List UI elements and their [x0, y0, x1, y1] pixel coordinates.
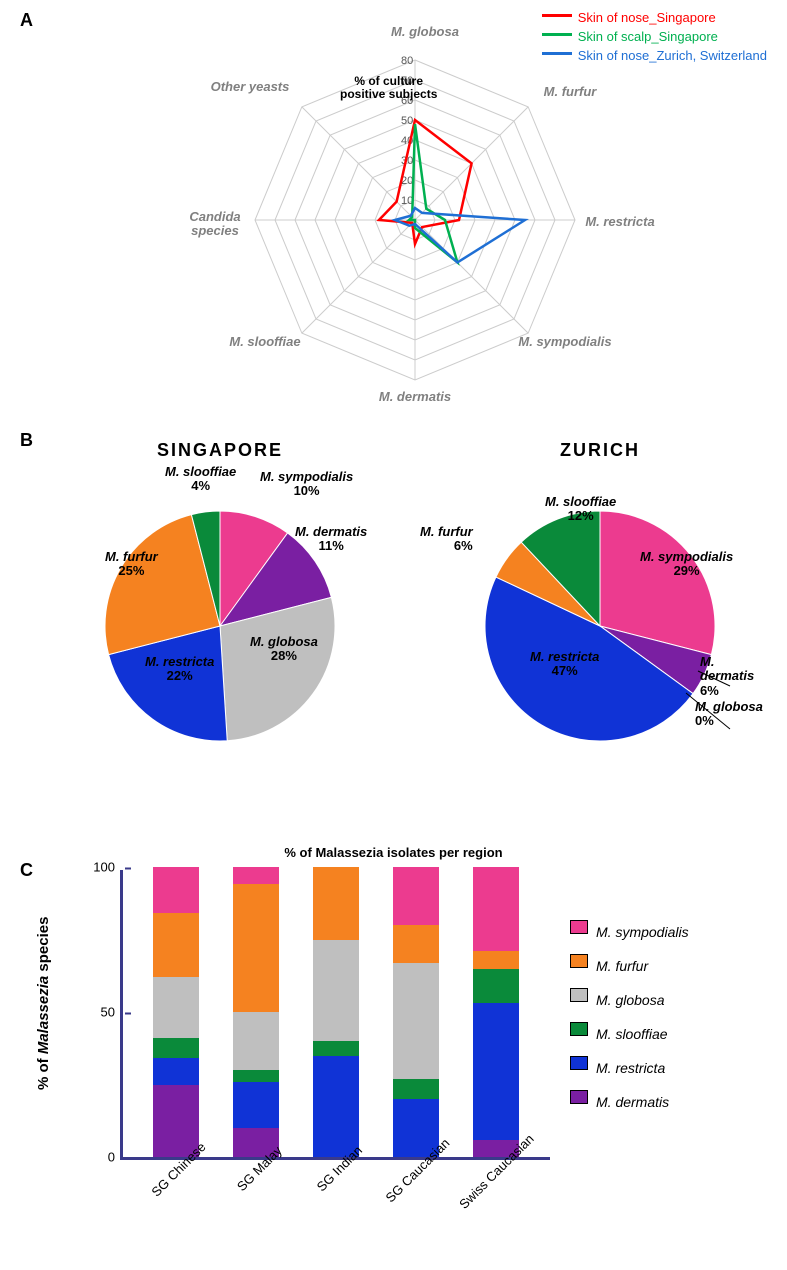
- bar-segment: [153, 1038, 199, 1058]
- bar-segment: [473, 951, 519, 968]
- svg-text:80: 80: [401, 55, 413, 67]
- svg-text:50: 50: [401, 115, 413, 127]
- pie-singapore: SINGAPORE M. sympodialis10% M. dermatis1…: [50, 440, 390, 766]
- panel-b-pies: B SINGAPORE M. sympodialis10% M. dermati…: [10, 430, 777, 860]
- bar-segment: [233, 1082, 279, 1128]
- panel-b-label: B: [20, 430, 33, 451]
- bar-segment: [393, 963, 439, 1079]
- axis-label: Other yeasts: [210, 80, 290, 94]
- stacked-bar: [233, 867, 279, 1157]
- bar-segment: [233, 1070, 279, 1082]
- legend-item: M. slooffiae: [570, 1022, 689, 1046]
- stacked-bar: [153, 867, 199, 1157]
- axis-label: M. slooffiae: [210, 335, 320, 349]
- panel-a-radar: A Skin of nose_SingaporeSkin of scalp_Si…: [10, 10, 777, 430]
- axis-label: M. sympodialis: [510, 335, 620, 349]
- bar-segment: [233, 884, 279, 1012]
- axis-label: M. restricta: [570, 215, 670, 229]
- stacked-bar: [393, 867, 439, 1157]
- stacked-bar: [473, 867, 519, 1157]
- legend-item: M. dermatis: [570, 1090, 689, 1114]
- bar-segment: [153, 977, 199, 1038]
- stacked-bar-chart: 050100SG ChineseSG MalaySG IndianSG Cauc…: [120, 870, 550, 1160]
- axis-label: M. furfur: [525, 85, 615, 99]
- panel-c-bars: C % of Malassezia species 050100SG Chine…: [10, 860, 777, 1260]
- bar-segment: [313, 867, 359, 940]
- pie-zurich-title: ZURICH: [430, 440, 770, 461]
- legend-item: M. restricta: [570, 1056, 689, 1080]
- axis-label: Candida species: [170, 210, 260, 239]
- legend-item: M. sympodialis: [570, 920, 689, 944]
- bar-segment: [233, 1012, 279, 1070]
- bar-segment: [473, 1003, 519, 1139]
- axis-label: M. globosa: [380, 25, 470, 39]
- legend-item: M. furfur: [570, 954, 689, 978]
- bar-segment: [313, 1056, 359, 1158]
- y-tick: 50: [101, 1005, 123, 1020]
- bar-segment: [393, 925, 439, 963]
- bar-segment: [153, 1058, 199, 1084]
- panel-a-label: A: [20, 10, 33, 31]
- panel-c-label: C: [20, 860, 33, 881]
- y-tick: 0: [108, 1150, 123, 1165]
- pie-singapore-title: SINGAPORE: [50, 440, 390, 461]
- pie-caption: % of Malassezia isolates per region: [10, 845, 777, 860]
- bars-y-title: % of Malassezia species: [35, 917, 52, 1090]
- pie-zurich: ZURICH M. sympodialis29% M. dermatis6% M…: [430, 440, 770, 766]
- bar-segment: [473, 867, 519, 951]
- radar-axis-title: % of culture positive subjects: [340, 75, 437, 101]
- y-tick: 100: [93, 860, 123, 875]
- axis-label: M. dermatis: [365, 390, 465, 404]
- bar-segment: [153, 867, 199, 913]
- bar-segment: [233, 867, 279, 884]
- bars-legend: M. sympodialis M. furfur M. globosa M. sloo…: [570, 920, 689, 1124]
- bar-segment: [313, 940, 359, 1042]
- bar-segment: [313, 1041, 359, 1056]
- bar-segment: [393, 1079, 439, 1099]
- bar-segment: [153, 913, 199, 977]
- bar-segment: [473, 969, 519, 1004]
- legend-item: M. globosa: [570, 988, 689, 1012]
- bar-segment: [393, 867, 439, 925]
- stacked-bar: [313, 867, 359, 1157]
- radar-chart: 1020304050607080 % of culture positive s…: [130, 20, 680, 420]
